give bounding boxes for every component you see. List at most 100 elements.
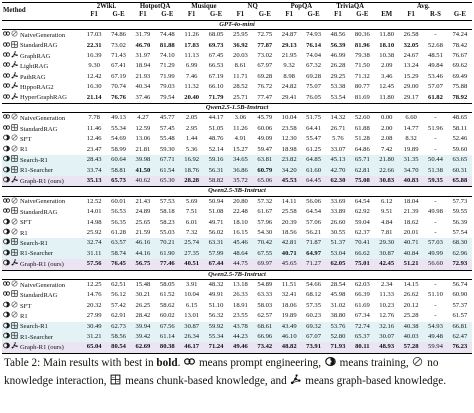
subcolumn-header: G-E	[307, 11, 320, 19]
value-cell: 72.74	[354, 322, 370, 330]
value-cell: 39.42	[135, 333, 151, 340]
caption-prompt-text: means prompt engineering,	[196, 357, 324, 369]
value-cell: 3.91	[185, 280, 198, 288]
value-cell: 57.07	[428, 83, 443, 91]
value-cell: 13.01	[184, 312, 200, 320]
value-cell: 69.28	[306, 72, 321, 80]
prompt-engineering-icon	[3, 82, 10, 92]
table-row: SFT 14.98 56.35 25.65 58.23 6.01 49.71 18.10 57.…	[2, 218, 472, 228]
value-cell: 33.74	[86, 166, 102, 174]
subcolumn-header: F1	[139, 11, 147, 19]
value-cell: 63.31	[208, 239, 224, 247]
value-cell: 6.15	[185, 301, 198, 309]
value-cell: 25.71	[233, 93, 248, 101]
value-cell: 54.30	[257, 228, 273, 236]
value-cell: 71.87	[306, 239, 321, 247]
value-cell: -	[434, 197, 437, 205]
subcolumn-header: F1	[407, 11, 415, 19]
subcolumn-header: EM	[381, 11, 393, 19]
value-cell: 76.76	[111, 93, 126, 101]
graph-knowledge-icon	[290, 373, 302, 391]
prompt-engineering-icon	[3, 93, 10, 103]
method-name: GraphRAG	[20, 52, 51, 60]
value-cell: 62.03	[354, 280, 370, 288]
value-cell: 25.58	[281, 208, 297, 216]
value-cell: 63.81	[257, 156, 273, 164]
value-cell: 20.32	[86, 301, 102, 309]
value-cell: 58.81	[111, 166, 126, 174]
caption-chunk-text: means chunk-based knowledge, and	[122, 374, 290, 387]
training-icon	[3, 238, 10, 248]
value-cell: 59.47	[257, 145, 273, 153]
training-icon	[3, 166, 10, 176]
value-cell: 63.65	[452, 156, 468, 164]
prompt-engineering-icon	[3, 207, 10, 217]
chunk-knowledge-icon	[11, 124, 18, 134]
value-cell: 53.04	[330, 249, 346, 257]
value-cell: 81.88	[159, 41, 175, 49]
value-cell: 35.13	[86, 176, 102, 184]
value-cell: 22.48	[233, 208, 248, 216]
value-cell: 53.38	[330, 83, 346, 91]
value-cell: 61.52	[159, 291, 175, 299]
value-cell: 68.30	[452, 239, 468, 247]
value-cell: 49.13	[111, 114, 126, 122]
value-cell: 9.51	[380, 208, 393, 216]
group-header-triviaqa: TriviaQA	[336, 3, 365, 10]
value-cell: 71.79	[208, 93, 224, 101]
method-cell: R1	[2, 228, 82, 238]
method-name: SFT	[20, 136, 32, 143]
value-cell: 48.56	[330, 31, 346, 39]
value-cell: 45.53	[281, 176, 297, 184]
value-cell: 59.92	[208, 322, 224, 330]
value-cell: 2.34	[380, 280, 393, 288]
value-cell: 4.84	[380, 218, 393, 226]
value-cell: 26.25	[135, 301, 151, 309]
value-cell: -	[434, 135, 437, 143]
value-cell: 15.29	[403, 72, 419, 80]
value-cell: 55.34	[111, 124, 126, 132]
value-cell: 17.03	[86, 31, 102, 39]
group-header-2wiki: 2Wiki.	[96, 3, 117, 10]
value-cell: 42.70	[330, 166, 346, 174]
value-cell: 7.81	[380, 228, 393, 236]
value-cell: 11.33	[379, 291, 395, 299]
value-cell: 67.07	[306, 333, 321, 340]
method-cell: Search-R1	[2, 321, 82, 332]
value-cell: 58.82	[208, 176, 224, 184]
value-cell: 21.95	[281, 52, 297, 60]
value-cell: 55.47	[306, 135, 321, 143]
chunk-knowledge-icon	[11, 290, 18, 300]
value-cell: 51.28	[354, 135, 370, 143]
value-cell: 64.45	[306, 176, 321, 184]
table-row: R1 25.92 61.28 21.59 55.03 7.32 56.02 16.15 54.3…	[2, 228, 472, 238]
training-icon	[3, 145, 10, 155]
value-cell: 57.96	[257, 218, 273, 226]
value-cell: 45.65	[281, 260, 297, 268]
value-cell: 69.73	[208, 41, 224, 49]
value-cell: 58.56	[111, 333, 126, 340]
value-cell: 74.48	[159, 31, 175, 39]
value-cell: 26.62	[403, 291, 419, 299]
value-cell: 31.02	[330, 301, 346, 309]
value-cell: 29.41	[281, 93, 297, 101]
chunk-knowledge-icon	[11, 332, 18, 342]
value-cell: 51.05	[208, 124, 224, 132]
method-cell: StandardRAG	[2, 124, 82, 134]
value-cell: 48.51	[428, 52, 443, 60]
value-cell: 11.46	[86, 124, 102, 132]
value-cell: 56.39	[452, 218, 468, 226]
method-cell: SFT	[2, 134, 82, 144]
value-cell: 56.35	[111, 218, 126, 226]
value-cell: 10.23	[379, 301, 395, 309]
value-cell: 57.45	[159, 124, 175, 132]
value-cell: 60.02	[159, 312, 175, 320]
value-cell: 31.97	[135, 52, 151, 60]
value-cell: 56.74	[452, 280, 468, 288]
value-cell: 39.98	[135, 156, 151, 164]
caption-train-text: means training,	[336, 357, 412, 369]
value-cell: 58.03	[257, 301, 273, 309]
prompt-engineering-icon	[3, 290, 10, 300]
value-cell: 57.42	[111, 301, 126, 309]
value-cell: 75.88	[452, 83, 468, 91]
